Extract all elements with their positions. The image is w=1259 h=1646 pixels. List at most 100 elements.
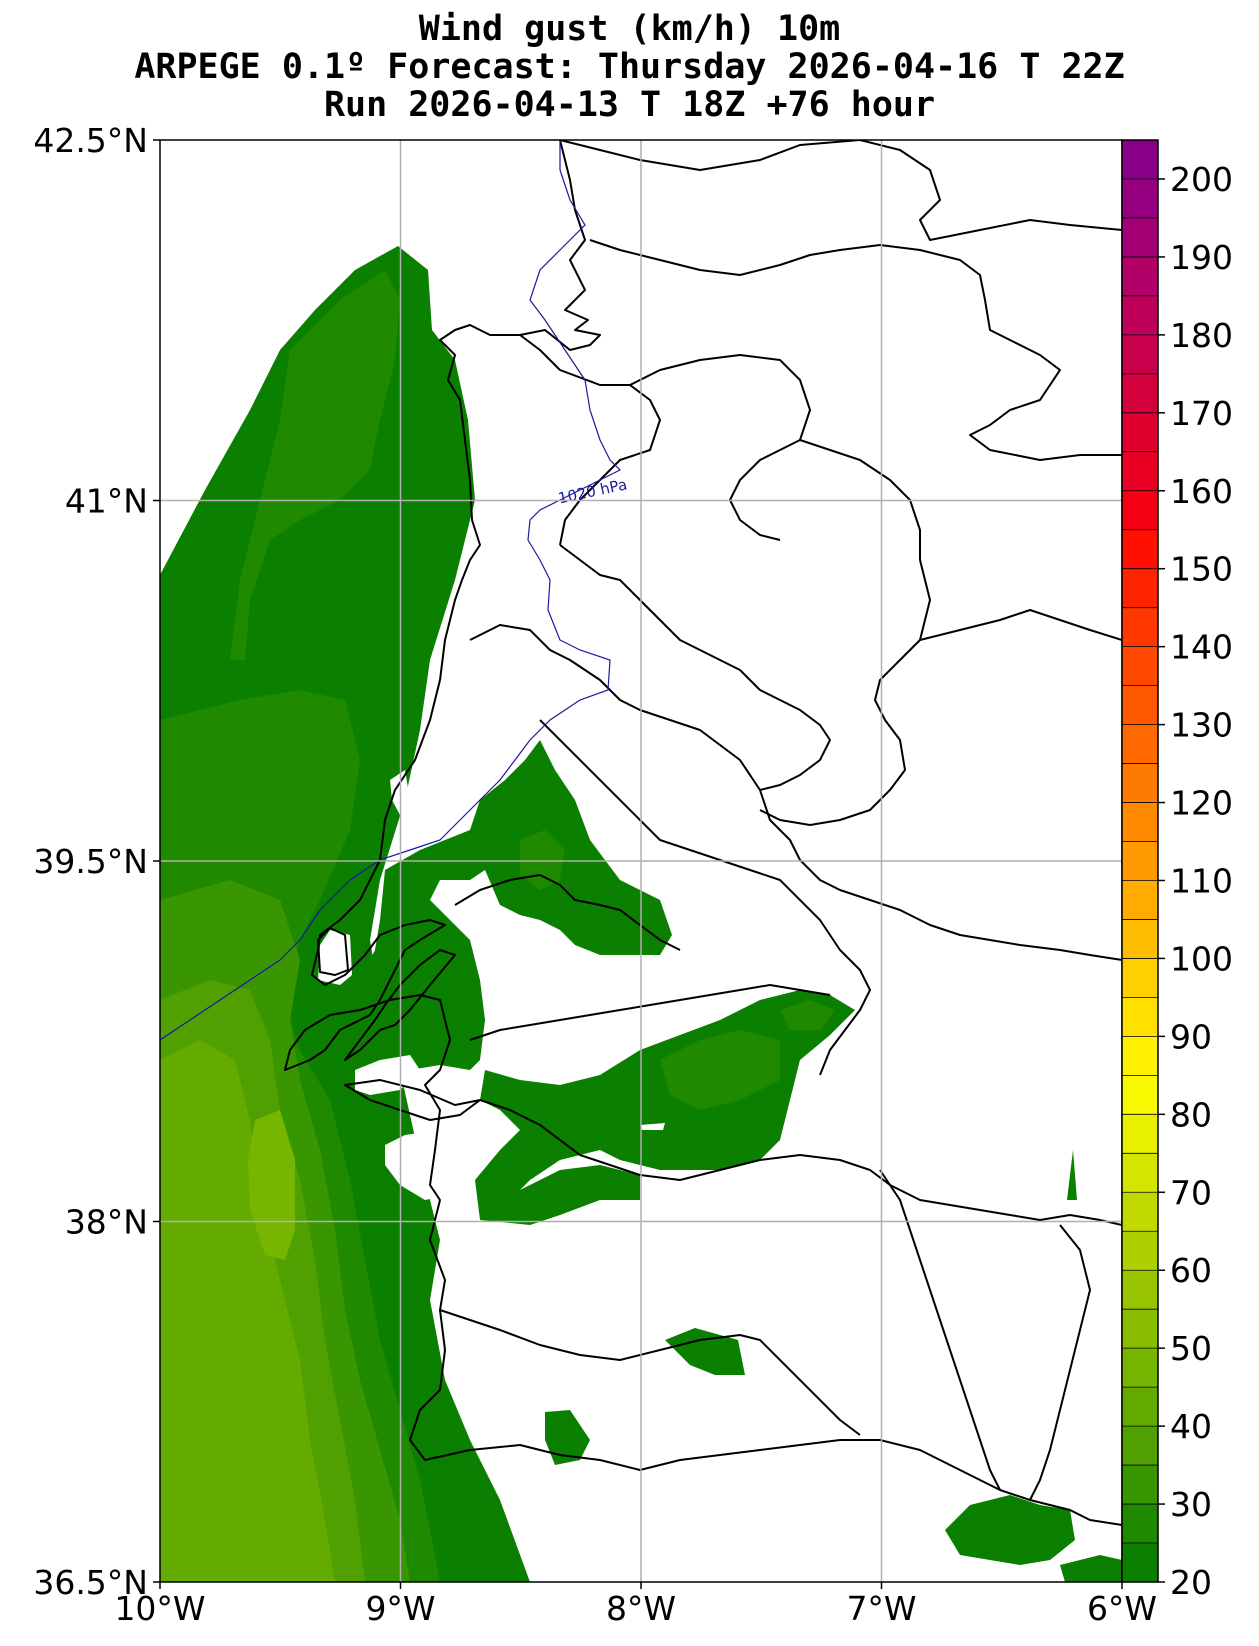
gust-region-45-ocean bbox=[160, 1040, 335, 1582]
lon-tick-label: 8°W bbox=[606, 1589, 676, 1628]
lon-tick-label: 9°W bbox=[365, 1589, 435, 1628]
map-plot-area: 1020 hPa bbox=[160, 140, 1122, 1582]
colorbar-segment bbox=[1122, 140, 1158, 180]
colorbar-segment bbox=[1122, 217, 1158, 258]
colorbar-segment bbox=[1122, 1543, 1158, 1583]
coastline-and-borders bbox=[284, 140, 1122, 1526]
colorbar-tick-label: 150 bbox=[1170, 550, 1233, 589]
colorbar-tick-label: 190 bbox=[1170, 238, 1233, 277]
colorbar-segment bbox=[1122, 1153, 1158, 1193]
colorbar-frame bbox=[1121, 139, 1159, 1583]
border-district-11 bbox=[439, 1309, 861, 1436]
colorbar-segment bbox=[1122, 1114, 1158, 1154]
lon-tick-label: 6°W bbox=[1087, 1589, 1157, 1628]
colorbar-segment bbox=[1122, 1387, 1158, 1427]
colorbar-tick-label: 130 bbox=[1170, 706, 1233, 745]
colorbar-tick-label: 110 bbox=[1170, 861, 1233, 900]
colorbar-segment bbox=[1122, 1036, 1158, 1076]
peniche-island bbox=[317, 927, 349, 976]
colorbar-tick-label: 180 bbox=[1170, 316, 1233, 355]
colorbar-tick-label: 160 bbox=[1170, 472, 1233, 511]
gridlines bbox=[160, 140, 1122, 1582]
isobar-line bbox=[160, 140, 622, 1041]
border-district-8 bbox=[454, 874, 681, 951]
lat-tick-label: 38°N bbox=[65, 1203, 148, 1242]
border-district-10 bbox=[479, 1099, 1122, 1226]
colorbar-segment bbox=[1122, 1504, 1158, 1544]
gust-region-25-tagus-valley bbox=[340, 740, 672, 1100]
border-district-9 bbox=[469, 984, 831, 1041]
title-line-3: Run 2026-04-13 T 18Z +76 hour bbox=[323, 85, 936, 125]
border-district-12 bbox=[879, 1169, 1001, 1491]
colorbar-segment bbox=[1122, 1465, 1158, 1505]
latitude-tick-labels: 42.5°N 41°N 39.5°N 38°N 36.5°N bbox=[33, 121, 160, 1602]
lat-tick-label: 39.5°N bbox=[33, 842, 148, 881]
colorbar-segment bbox=[1122, 334, 1158, 375]
colorbar-segment bbox=[1122, 178, 1158, 219]
colorbar-segment bbox=[1122, 295, 1158, 336]
colorbar-segment bbox=[1122, 373, 1158, 414]
border-spain-portugal bbox=[1029, 1224, 1091, 1501]
no-gust-small bbox=[640, 1123, 665, 1130]
colorbar-tick-label: 200 bbox=[1170, 160, 1233, 199]
colorbar-segment bbox=[1122, 880, 1158, 920]
longitude-tick-labels: 10°W 9°W 8°W 7°W 6°W bbox=[114, 1582, 1157, 1628]
colorbar-segment bbox=[1122, 1348, 1158, 1388]
colorbar-tick-label: 140 bbox=[1170, 628, 1233, 667]
colorbar-segment bbox=[1122, 412, 1158, 453]
colorbar-tick-label: 80 bbox=[1170, 1095, 1212, 1134]
border-north-1 bbox=[559, 140, 1122, 241]
gust-region-30-east bbox=[780, 1000, 835, 1030]
colorbar-tick-label: 30 bbox=[1170, 1485, 1212, 1524]
colorbar-segment bbox=[1122, 1309, 1158, 1349]
no-gust-land-a bbox=[385, 1130, 475, 1200]
gust-region-30-tagus bbox=[520, 830, 565, 890]
gust-region-25-patch-b bbox=[545, 1410, 590, 1465]
border-district-4 bbox=[559, 544, 831, 791]
lon-tick-label: 10°W bbox=[114, 1589, 205, 1628]
border-district-3 bbox=[759, 439, 931, 826]
border-district-6 bbox=[469, 624, 1122, 961]
colorbar-segment bbox=[1122, 724, 1158, 765]
colorbar-segment bbox=[1122, 1426, 1158, 1466]
colorbar-segment bbox=[1122, 451, 1158, 492]
lat-tick-label: 41°N bbox=[65, 482, 148, 521]
title-line-2: ARPEGE 0.1º Forecast: Thursday 2026-04-1… bbox=[134, 47, 1125, 87]
title-line-1: Wind gust (km/h) 10m bbox=[418, 9, 841, 49]
colorbar-segment bbox=[1122, 256, 1158, 297]
gust-region-25-southeast-b bbox=[1060, 1555, 1122, 1582]
border-district-5 bbox=[919, 609, 1122, 641]
gust-region-25-spike bbox=[1067, 1150, 1077, 1200]
border-north-2 bbox=[589, 239, 1122, 461]
lat-tick-label: 42.5°N bbox=[33, 121, 148, 160]
colorbar-tick-label: 20 bbox=[1170, 1563, 1212, 1602]
colorbar-segment bbox=[1122, 997, 1158, 1037]
colorbar-tick-label: 100 bbox=[1170, 939, 1233, 978]
colorbar-tick-label: 120 bbox=[1170, 784, 1233, 823]
colorbar-tick-label: 170 bbox=[1170, 394, 1233, 433]
colorbar-tick-label: 70 bbox=[1170, 1173, 1212, 1212]
colorbar-tick-label: 40 bbox=[1170, 1407, 1212, 1446]
tagus-estuary bbox=[344, 949, 456, 1061]
colorbar-segment bbox=[1122, 568, 1158, 609]
gust-region-50-ocean bbox=[248, 1110, 295, 1260]
colorbar-segment bbox=[1122, 1270, 1158, 1310]
gust-region-25-southeast bbox=[945, 1495, 1075, 1565]
gust-region-25-patch-a bbox=[665, 1328, 745, 1375]
border-district-7 bbox=[539, 719, 871, 1076]
colorbar-segment bbox=[1122, 490, 1158, 531]
colorbar-segment bbox=[1122, 958, 1158, 998]
colorbar-segment bbox=[1122, 763, 1158, 804]
colorbar-segment bbox=[1122, 1231, 1158, 1271]
colorbar bbox=[1121, 139, 1159, 1583]
lat-tick-label: 36.5°N bbox=[33, 1563, 148, 1602]
colorbar-segment bbox=[1122, 841, 1158, 881]
wind-gust-fills bbox=[160, 246, 1122, 1582]
gust-region-25-south-patch bbox=[480, 1165, 640, 1225]
colorbar-tick-label: 90 bbox=[1170, 1017, 1212, 1056]
colorbar-segment bbox=[1122, 1075, 1158, 1115]
colorbar-tick-label: 50 bbox=[1170, 1329, 1212, 1368]
colorbar-tick-label: 60 bbox=[1170, 1251, 1212, 1290]
colorbar-segment bbox=[1122, 685, 1158, 726]
